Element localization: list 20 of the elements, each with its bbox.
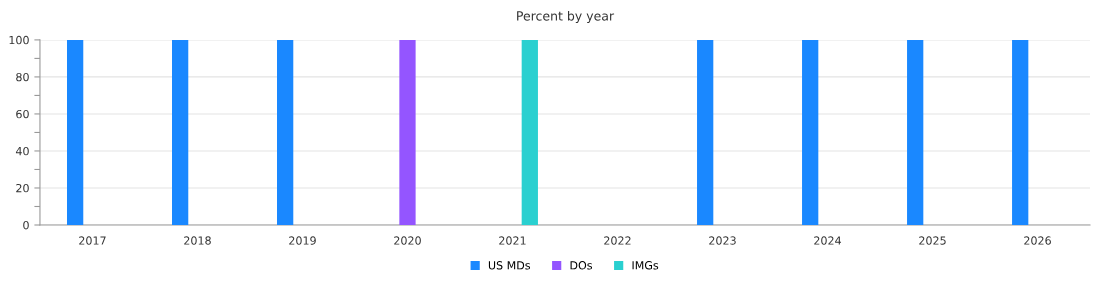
legend-label: DOs <box>570 261 593 270</box>
chart-title: Percent by year <box>517 10 615 24</box>
y-tick-label: 20 <box>16 183 29 193</box>
x-tick-label: 2021 <box>499 236 526 245</box>
y-tick-label: 0 <box>23 220 29 230</box>
x-tick-label: 2026 <box>1024 236 1051 245</box>
x-tick-label: 2020 <box>394 236 421 245</box>
x-tick-label: 2018 <box>184 236 211 245</box>
y-tick-label: 80 <box>16 72 29 82</box>
x-tick-label: 2025 <box>919 236 946 245</box>
y-tick-label: 40 <box>15 146 29 156</box>
y-tick-label: 60 <box>16 109 29 119</box>
x-tick-label: 2022 <box>604 236 631 245</box>
x-tick-label: 2019 <box>289 236 316 245</box>
x-tick-label: 2017 <box>79 236 106 245</box>
y-tick-label: 100 <box>9 35 29 45</box>
legend-label: IMGs <box>632 261 659 270</box>
legend-label: US MDs <box>488 261 531 270</box>
x-tick-label: 2023 <box>709 236 736 245</box>
x-tick-label: 2024 <box>814 236 842 245</box>
